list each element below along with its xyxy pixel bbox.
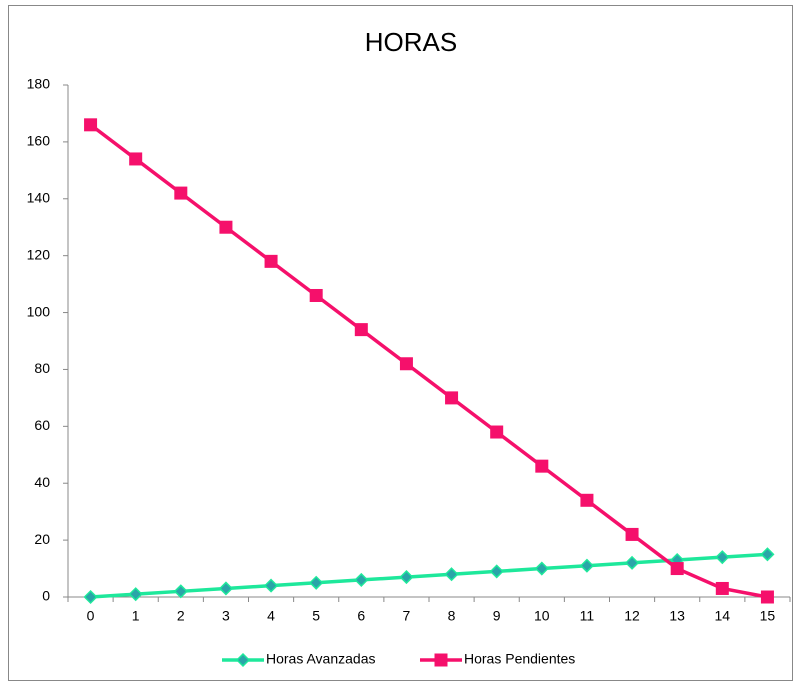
y-tick-label: 40 <box>34 474 50 490</box>
x-tick-label: 10 <box>534 608 550 624</box>
x-tick-label: 5 <box>312 608 320 624</box>
data-point <box>264 254 278 268</box>
series-line <box>90 552 768 599</box>
data-point <box>173 584 188 599</box>
x-tick-label: 11 <box>580 608 595 624</box>
data-point <box>625 527 639 541</box>
data-point <box>715 581 729 595</box>
chart-title: HORAS <box>365 27 457 57</box>
data-point <box>534 561 549 576</box>
y-tick-label: 80 <box>34 360 50 376</box>
legend-marker <box>434 653 448 667</box>
x-tick-label: 3 <box>222 608 230 624</box>
x-tick-label: 14 <box>715 608 731 624</box>
series-line <box>89 123 768 599</box>
x-tick-label: 2 <box>177 608 185 624</box>
legend-label: Horas Pendientes <box>464 651 575 667</box>
y-tick-label: 140 <box>27 189 51 205</box>
data-point <box>219 220 233 234</box>
data-point <box>83 589 98 605</box>
data-point <box>715 550 730 565</box>
x-tick-label: 4 <box>267 608 275 624</box>
chart-frame <box>8 5 793 681</box>
data-point <box>264 578 279 593</box>
data-point <box>760 590 774 604</box>
data-point <box>760 547 775 562</box>
data-point <box>309 288 323 302</box>
data-point <box>84 118 98 132</box>
data-point <box>490 425 504 439</box>
data-point <box>535 459 549 473</box>
y-tick-label: 0 <box>42 588 50 604</box>
y-tick-label: 100 <box>27 303 51 319</box>
data-point <box>445 391 459 405</box>
legend-label: Horas Avanzadas <box>266 651 375 667</box>
x-tick-label: 6 <box>357 608 365 624</box>
data-point <box>489 564 504 579</box>
data-point <box>174 186 188 200</box>
x-tick-label: 15 <box>760 608 776 624</box>
data-point <box>580 493 594 507</box>
data-point <box>670 562 684 576</box>
data-point <box>128 587 143 602</box>
data-point <box>354 572 369 587</box>
x-tick-label: 12 <box>624 608 640 624</box>
data-point <box>129 152 143 166</box>
x-tick-label: 8 <box>448 608 456 624</box>
data-point <box>579 558 594 573</box>
data-point <box>309 575 324 590</box>
y-tick-label: 180 <box>27 76 51 92</box>
y-tick-label: 20 <box>34 531 50 547</box>
data-point <box>444 567 459 582</box>
data-point <box>354 323 368 337</box>
data-point <box>218 581 233 596</box>
data-point <box>625 555 640 570</box>
x-tick-label: 7 <box>403 608 411 624</box>
legend-marker <box>235 652 251 668</box>
data-point <box>399 570 414 585</box>
y-tick-label: 160 <box>27 133 51 149</box>
y-tick-label: 120 <box>27 246 51 262</box>
y-tick-label: 60 <box>34 417 50 433</box>
x-tick-label: 9 <box>493 608 501 624</box>
x-tick-label: 13 <box>669 608 685 624</box>
x-tick-label: 1 <box>132 608 140 624</box>
x-tick-label: 0 <box>87 608 95 624</box>
data-point <box>399 357 413 371</box>
